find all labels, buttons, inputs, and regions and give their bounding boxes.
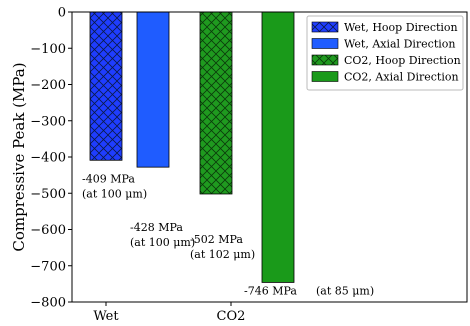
bar-value-label: -746 MPa — [244, 284, 297, 297]
y-axis-label: Compressive Peak (MPa) — [10, 62, 28, 251]
bar-depth-label: (at 85 μm) — [316, 284, 374, 297]
bar-2 — [136, 11, 170, 168]
bar-value-label: -409 MPa — [82, 172, 135, 185]
bar-3 — [199, 11, 233, 195]
y-tick-label: −400 — [30, 151, 66, 166]
x-tick-label: Wet — [93, 309, 119, 324]
bar-depth-label: (at 102 μm) — [190, 248, 255, 261]
y-tick-label: −500 — [30, 187, 66, 202]
bar-depth-label: (at 100 μm) — [82, 187, 147, 200]
bar-4 — [261, 11, 295, 283]
legend-entry-label: Wet, Hoop Direction — [344, 21, 458, 34]
y-tick-label: −200 — [30, 78, 66, 93]
y-tick-label: 0 — [58, 6, 66, 21]
legend: Wet, Hoop Direction Wet, Axial Direction C… — [306, 15, 464, 91]
y-tick-label: −300 — [30, 114, 66, 129]
legend-box — [306, 15, 464, 91]
x-tick-label: CO2 — [217, 309, 246, 324]
legend-swatch — [311, 38, 339, 49]
y-tick-label: −100 — [30, 42, 66, 57]
legend-swatch — [311, 71, 339, 82]
bar-value-label: -428 MPa — [130, 221, 183, 234]
legend-swatch — [311, 54, 339, 66]
annotations-layer: -409 MPa(at 100 μm)-428 MPa(at 100 μm)-5… — [82, 172, 374, 297]
legend-entry-label: CO2, Axial Direction — [344, 71, 459, 84]
legend-entry-label: Wet, Axial Direction — [344, 38, 455, 51]
y-tick-label: −800 — [30, 296, 66, 311]
bar-depth-label: (at 100 μm) — [130, 236, 195, 249]
legend-swatch — [311, 21, 339, 33]
bar-value-label: -502 MPa — [190, 233, 243, 246]
legend-entry-label: CO2, Hoop Direction — [344, 54, 461, 67]
y-tick-label: −600 — [30, 223, 66, 238]
y-tick-label: −700 — [30, 259, 66, 274]
y-axis: 0 −100 −200 −300 −400 −500 −600 −700 −800 — [30, 6, 72, 311]
x-axis: Wet CO2 — [93, 302, 245, 324]
bar-1 — [89, 11, 123, 161]
